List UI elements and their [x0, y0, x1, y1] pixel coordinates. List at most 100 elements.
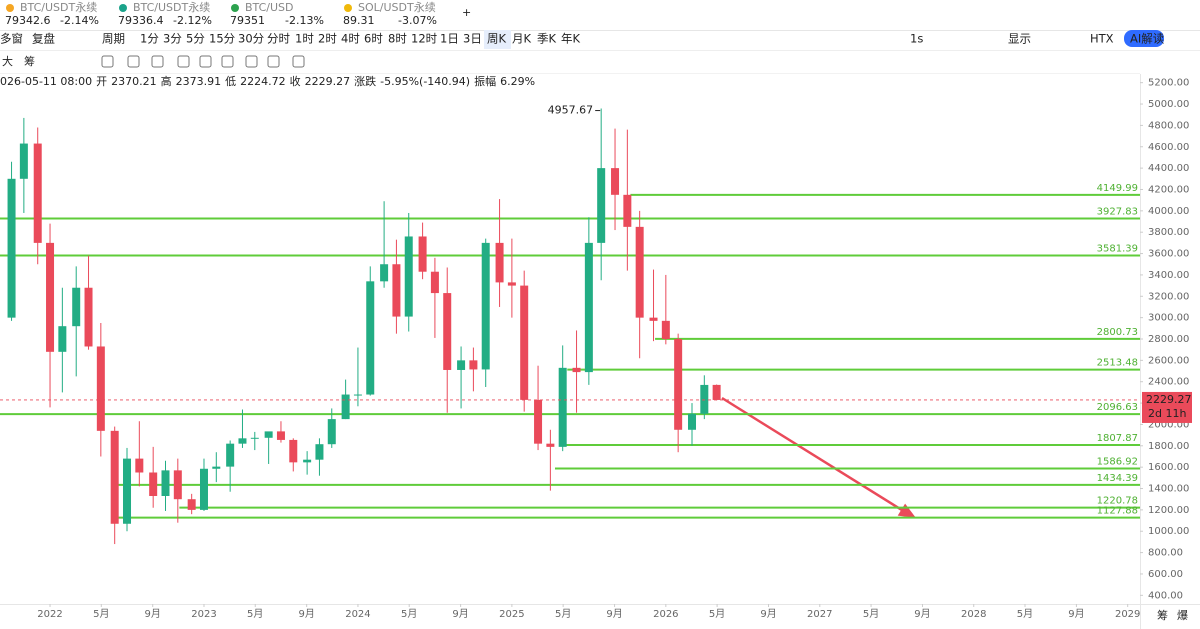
candle-body [712, 384, 721, 400]
interval-button[interactable]: 3分 [163, 32, 182, 46]
interval-button[interactable]: 4时 [341, 32, 360, 46]
candle-body [161, 470, 170, 496]
ohlc-info: 2229.27 [305, 75, 351, 88]
y-tick-label: 800.00 [1148, 548, 1183, 559]
interval-button[interactable]: 3日 [463, 32, 482, 46]
x-tick-label: 9月 [606, 608, 622, 620]
interval-button[interactable]: 5分 [186, 32, 205, 46]
candle-body [250, 437, 259, 439]
ohlc-info: 2224.72 [240, 75, 286, 88]
interval-button[interactable]: 6时 [364, 32, 383, 46]
interval-button[interactable]: 季K [537, 32, 556, 46]
candle-body [507, 282, 516, 286]
tool-icon[interactable] [127, 55, 140, 68]
x-tick-label: 2022 [37, 609, 62, 620]
ticker-name[interactable]: SOL/USDT永续 [358, 0, 436, 14]
interval-button[interactable]: 12时 [411, 32, 438, 46]
candle-body [72, 287, 81, 327]
candle-body [110, 430, 119, 524]
ohlc-info: 振幅 [474, 74, 496, 88]
ticker-price[interactable]: 79351 [230, 14, 265, 27]
y-tick-label: 1000.00 [1148, 526, 1189, 537]
level-label: 1586.92 [1097, 457, 1138, 468]
candle-body [173, 470, 182, 500]
candle-body [572, 367, 581, 373]
level-label: 2513.48 [1097, 358, 1138, 369]
candle-body [276, 431, 285, 440]
candle-body [149, 472, 158, 496]
toolbar-button[interactable]: 复盘 [32, 32, 55, 46]
candle-body [123, 458, 132, 524]
ticker-name[interactable]: BTC/USD [245, 1, 294, 14]
interval-button[interactable]: 8时 [388, 32, 407, 46]
y-tick-label: 2800.00 [1148, 334, 1189, 345]
candle-body [481, 242, 490, 370]
tool-icon[interactable] [101, 55, 114, 68]
candle-body [661, 320, 670, 339]
interval-button[interactable]: 1分 [140, 32, 159, 46]
ticker-change[interactable]: -3.07% [398, 14, 437, 27]
ticker-change[interactable]: -2.14% [60, 14, 99, 27]
x-tick-label: 2027 [807, 609, 832, 620]
add-tab[interactable]: + [462, 6, 471, 19]
interval-button[interactable]: 15分 [209, 32, 236, 46]
draw-tool[interactable]: 大 [2, 54, 13, 68]
level-label: 2096.63 [1097, 402, 1138, 413]
candle-body [315, 444, 324, 460]
tool-icon[interactable] [245, 55, 258, 68]
y-tick-label: 1600.00 [1148, 462, 1189, 473]
candle-body [289, 439, 298, 463]
ticker-price[interactable]: 79336.4 [118, 14, 164, 27]
tool-icon[interactable] [199, 55, 212, 68]
coin-icon [6, 4, 14, 12]
toolbar-right-button[interactable]: 显示 [1008, 32, 1031, 46]
toolbar-right-button[interactable]: HTX [1090, 32, 1114, 46]
candle-body [430, 271, 439, 294]
y-tick-label: 2600.00 [1148, 355, 1189, 366]
tool-icon[interactable] [221, 55, 234, 68]
interval-button[interactable]: 分时 [267, 32, 290, 46]
level-label: 2800.73 [1097, 327, 1138, 338]
toolbar-button[interactable]: 周期 [102, 32, 125, 46]
interval-button[interactable]: 2时 [318, 32, 337, 46]
interval-button[interactable]: 年K [561, 32, 580, 46]
ticker-price[interactable]: 79342.6 [5, 14, 51, 27]
y-tick-label: 1800.00 [1148, 441, 1189, 452]
footer-button[interactable]: 筹 [1157, 608, 1168, 622]
toolbar-right-button[interactable]: 1s [910, 32, 923, 46]
tool-icon[interactable] [151, 55, 164, 68]
ohlc-info: 2373.91 [176, 75, 222, 88]
tool-icon[interactable] [292, 55, 305, 68]
ticker-change[interactable]: -2.12% [173, 14, 212, 27]
draw-tool[interactable]: 筹 [24, 54, 35, 68]
ticker-change[interactable]: -2.13% [285, 14, 324, 27]
interval-button[interactable]: 周K [487, 32, 506, 46]
ohlc-info: 收 [290, 74, 301, 88]
x-tick-label: 2029 [1115, 609, 1140, 620]
x-tick-label: 9月 [1068, 608, 1084, 620]
tool-icon[interactable] [267, 55, 280, 68]
active-interval-bg [484, 30, 511, 49]
coin-icon [119, 4, 127, 12]
candle-body [418, 236, 427, 272]
ticker-name[interactable]: BTC/USDT永续 [20, 0, 97, 14]
interval-button[interactable]: 30分 [238, 32, 265, 46]
tool-icon[interactable] [177, 55, 190, 68]
ticker-name[interactable]: BTC/USDT永续 [133, 0, 210, 14]
toolbar-right-button[interactable]: AI解读 [1130, 32, 1165, 46]
footer-button[interactable]: 爆 [1177, 608, 1188, 622]
candle-body [495, 242, 504, 283]
y-tick-label: 4600.00 [1148, 142, 1189, 153]
interval-button[interactable]: 1时 [295, 32, 314, 46]
toolbar-button[interactable]: 多窗 [0, 32, 23, 46]
interval-button[interactable]: 1日 [440, 32, 459, 46]
y-tick-label: 3200.00 [1148, 291, 1189, 302]
x-tick-label: 2028 [961, 609, 986, 620]
ticker-price[interactable]: 89.31 [343, 14, 375, 27]
candle-body [84, 287, 93, 347]
candle-body [264, 431, 273, 438]
interval-button[interactable]: 月K [512, 32, 531, 46]
ohlc-info: 6.29% [500, 75, 535, 88]
ohlc-info: 涨跌 [354, 74, 376, 88]
